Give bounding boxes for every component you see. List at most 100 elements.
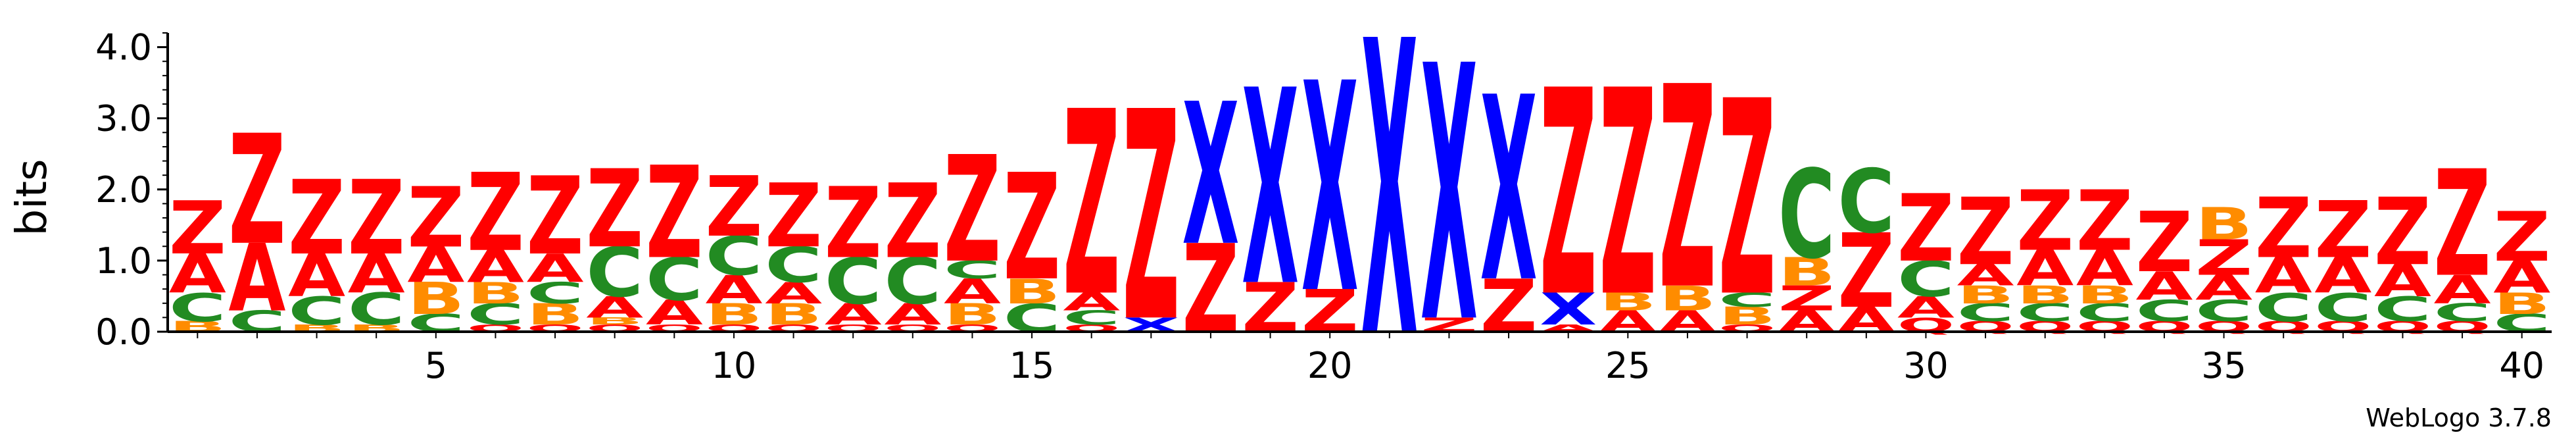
logo-glyph-c: C <box>2076 298 2133 326</box>
logo-glyph-z: Z <box>1599 31 1657 360</box>
logo-glyph-b: B <box>527 298 584 332</box>
logo-glyph-z: Z <box>2314 185 2371 276</box>
logo-glyph-z: Z <box>1897 175 1955 283</box>
logo-glyph-z: Z <box>2195 229 2252 286</box>
logo-glyph-a: A <box>646 293 703 332</box>
x-tick-label: 35 <box>2201 345 2247 386</box>
x-axis-ticks: 5 10 15 20 25 30 35 40 <box>197 332 2544 386</box>
logo-glyph-x: X <box>1480 43 1538 338</box>
logo-glyph-z: Z <box>825 167 882 280</box>
logo-glyph-z: Z <box>944 126 1001 296</box>
weblogo-credit: WebLogo 3.7.8 <box>2366 403 2552 432</box>
logo-glyph-a: A <box>765 276 822 310</box>
logo-glyph-z: Z <box>1123 51 1180 386</box>
logo-glyph-c: C <box>2314 285 2371 330</box>
logo-glyph-a: A <box>467 241 525 292</box>
y-tick-label: 3.0 <box>95 98 152 140</box>
logo-glyph-b: B <box>1659 279 1716 319</box>
logo-stacks: BCAZCAZBCAZBCAZCBAZQCBAZQBCAZQBACZQACZQB… <box>169 0 2551 428</box>
logo-glyph-z: Z <box>1540 31 1597 360</box>
logo-glyph-z: Z <box>2016 173 2074 269</box>
logo-glyph-z: Z <box>2493 198 2550 277</box>
logo-glyph-a: A <box>2076 241 2133 297</box>
logo-glyph-a: A <box>2135 264 2193 309</box>
logo-glyph-x: X <box>1361 0 1418 428</box>
logo-glyph-z: Z <box>2255 180 2312 276</box>
logo-glyph-z: Z <box>1957 178 2014 286</box>
logo-glyph-z: Z <box>527 154 584 279</box>
logo-glyph-z: Z <box>2135 194 2193 290</box>
logo-glyph-c: C <box>2255 285 2312 330</box>
logo-glyph-a: A <box>2374 255 2432 307</box>
logo-glyph-a: A <box>884 298 941 332</box>
logo-glyph-z: Z <box>1718 43 1776 356</box>
logo-glyph-c: C <box>1897 251 1955 308</box>
logo-glyph-a: A <box>1957 259 2014 292</box>
logo-glyph-a: A <box>586 291 643 324</box>
y-axis-label: bits <box>8 159 57 236</box>
logo-glyph-c: C <box>1778 144 1835 286</box>
logo-glyph-c: C <box>825 245 882 319</box>
logo-glyph-c: C <box>586 234 643 313</box>
logo-glyph-z: Z <box>705 159 762 255</box>
logo-glyph-c: C <box>1837 151 1895 253</box>
x-tick-label: 30 <box>1903 345 1949 386</box>
logo-glyph-x: X <box>1421 0 1478 400</box>
logo-glyph-a: A <box>348 244 405 306</box>
logo-glyph-c: C <box>705 225 762 287</box>
logo-glyph-b: B <box>1004 272 1061 311</box>
logo-glyph-c: C <box>1718 289 1776 311</box>
logo-glyph-z: Z <box>228 103 285 279</box>
logo-glyph-c: C <box>527 276 584 311</box>
x-tick-label: 20 <box>1307 345 1353 386</box>
logo-glyph-c: C <box>467 297 524 332</box>
logo-glyph-a: A <box>288 242 345 310</box>
logo-glyph-b: B <box>1599 288 1657 317</box>
logo-glyph-a: A <box>705 268 763 313</box>
logo-glyph-z: Z <box>1837 212 1895 331</box>
logo-glyph-x: X <box>1540 284 1597 335</box>
logo-glyph-z: Z <box>586 147 643 272</box>
logo-glyph-z: Z <box>765 165 822 267</box>
logo-glyph-z: Z <box>2434 140 2491 310</box>
logo-glyph-a: A <box>2195 268 2252 307</box>
logo-glyph-c: C <box>1957 298 2014 326</box>
logo-glyph-z: Z <box>169 186 226 271</box>
logo-glyph-a: A <box>407 238 464 294</box>
logo-glyph-b: B <box>2016 281 2074 309</box>
x-tick-label: 40 <box>2499 345 2544 386</box>
logo-glyph-b: B <box>2195 199 2252 250</box>
logo-glyph-c: C <box>2016 298 2074 326</box>
logo-glyph-a: A <box>228 225 285 333</box>
y-tick-label: 1.0 <box>95 240 152 282</box>
y-tick-label: 2.0 <box>95 169 152 211</box>
logo-glyph-c: C <box>646 245 703 313</box>
logo-glyph-x: X <box>1242 34 1299 346</box>
logo-glyph-b: B <box>1957 281 2014 309</box>
logo-glyph-z: Z <box>1004 143 1061 314</box>
x-tick-label: 15 <box>1009 345 1055 386</box>
logo-glyph-c: C <box>765 237 822 294</box>
logo-glyph-b: B <box>1778 250 1835 295</box>
logo-glyph-b: B <box>765 298 822 332</box>
logo-glyph-c: C <box>1063 307 1120 329</box>
logo-glyph-a: A <box>169 244 226 306</box>
logo-glyph-c: C <box>2374 290 2431 330</box>
logo-glyph-z: Z <box>467 150 524 275</box>
logo-glyph-a: A <box>825 298 882 332</box>
logo-glyph-a: A <box>2434 268 2492 313</box>
logo-glyph-a: A <box>2255 248 2312 305</box>
logo-glyph-z: Z <box>288 159 345 278</box>
logo-glyph-c: C <box>169 285 226 330</box>
logo-glyph-c: C <box>2135 294 2193 328</box>
logo-glyph-b: B <box>586 316 643 327</box>
x-tick-label: 25 <box>1605 345 1651 386</box>
logo-glyph-x: X <box>1301 23 1359 357</box>
y-axis-ticks: 0.0 1.0 2.0 3.0 4.0 <box>95 27 168 353</box>
logo-glyph-a: A <box>1063 288 1120 316</box>
logo-glyph-a: A <box>2314 248 2371 305</box>
logo-glyph-c: C <box>944 255 1001 284</box>
logo-glyph-a: A <box>2016 241 2074 297</box>
logo-glyph-c: C <box>884 245 941 319</box>
